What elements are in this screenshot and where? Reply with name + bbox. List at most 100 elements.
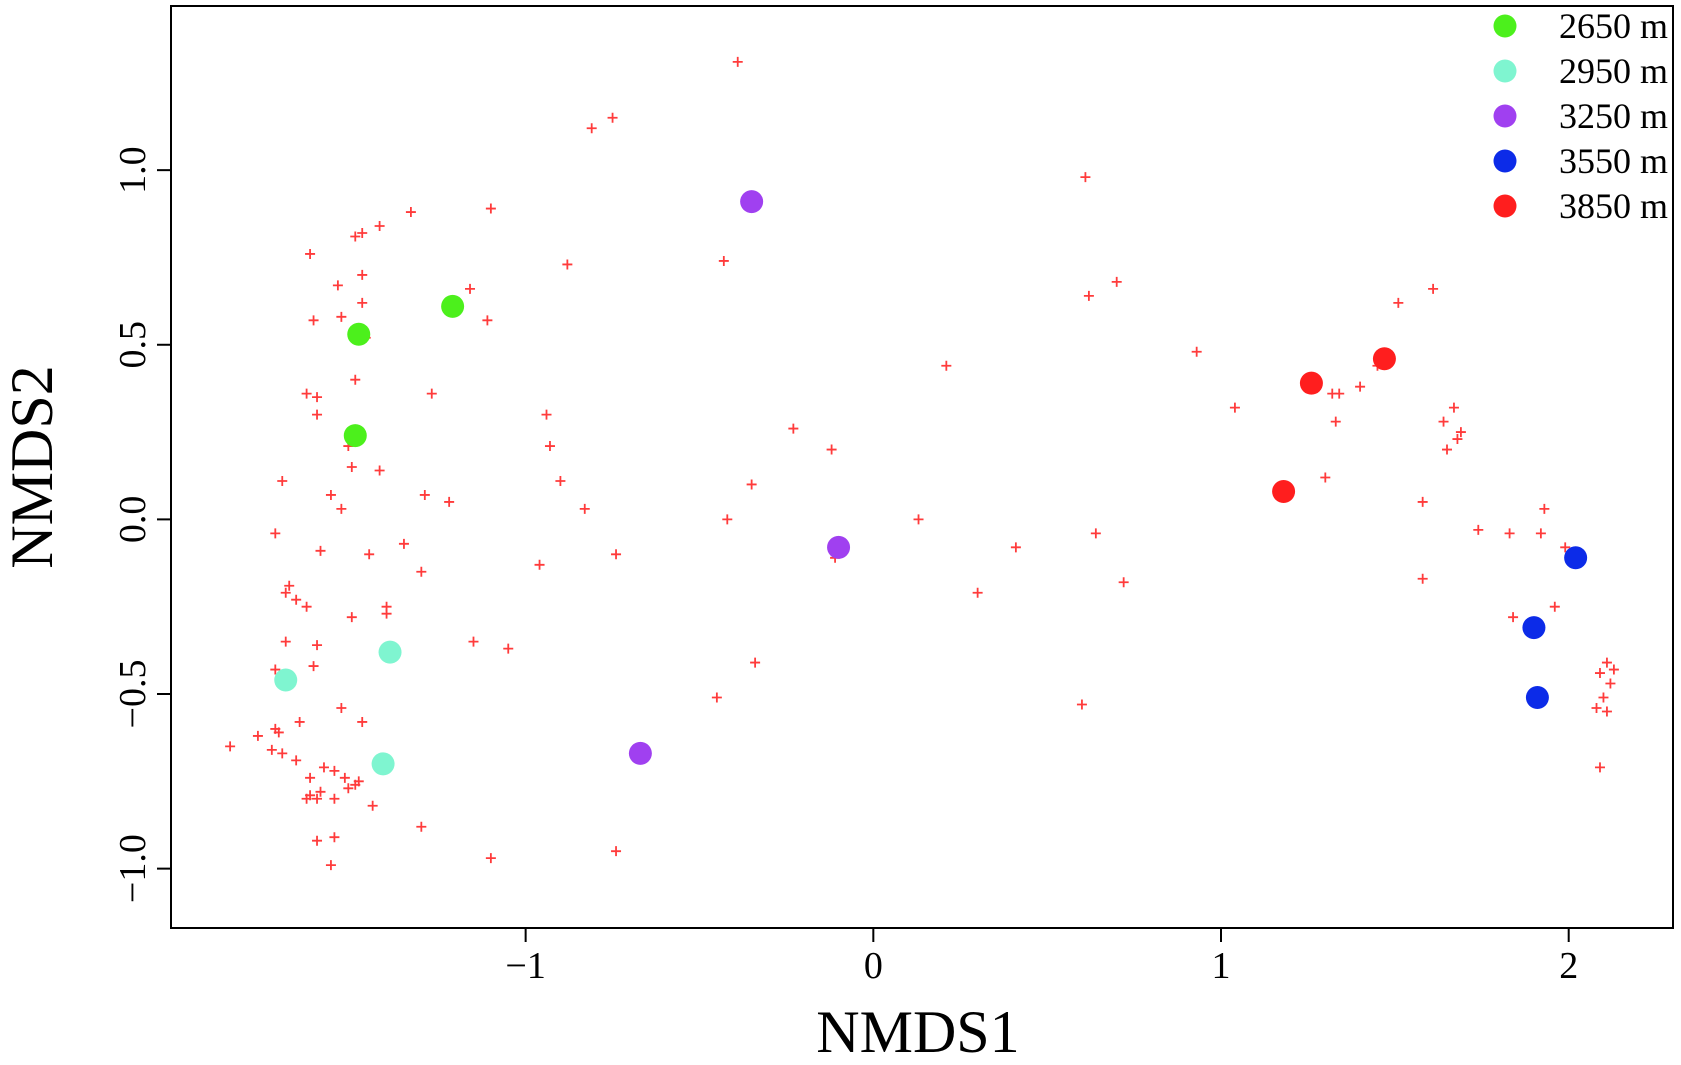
y-tick-label: 1.0 [112, 146, 154, 194]
species-cross-point [1598, 692, 1609, 703]
site-points [274, 190, 1588, 776]
species-cross-point [1191, 346, 1202, 357]
species-cross-point [1608, 664, 1619, 675]
x-axis-title: NMDS1 [816, 999, 1019, 1065]
species-cross-point [312, 640, 323, 651]
site-point [343, 424, 367, 448]
legend-label: 2650 m [1559, 6, 1668, 46]
site-point [441, 294, 465, 318]
species-cross-point [291, 755, 302, 766]
species-cross-point [277, 748, 288, 759]
species-cross-point [353, 776, 364, 787]
species-cross-point [284, 580, 295, 591]
species-cross-point [398, 538, 409, 549]
site-point [371, 752, 395, 776]
species-cross-point [913, 514, 924, 525]
species-cross-point [541, 409, 552, 420]
species-cross-point [1504, 528, 1515, 539]
site-point [274, 668, 298, 692]
species-cross-point [416, 566, 427, 577]
species-cross-point [722, 514, 733, 525]
species-cross-point [611, 846, 622, 857]
species-cross-point [1601, 657, 1612, 668]
species-cross-point [465, 283, 476, 294]
species-points [225, 56, 1619, 871]
species-cross-point [1448, 402, 1459, 413]
species-cross-point [280, 587, 291, 598]
species-cross-point [1010, 542, 1021, 553]
species-cross-point [270, 528, 281, 539]
species-cross-point [346, 612, 357, 623]
species-cross-point [1438, 416, 1449, 427]
species-cross-point [308, 315, 319, 326]
plot-frame [170, 5, 1674, 929]
species-cross-point [1330, 416, 1341, 427]
species-cross-point [544, 441, 555, 452]
species-cross-point [405, 207, 416, 218]
species-cross-point [308, 661, 319, 672]
species-cross-point [1601, 706, 1612, 717]
species-cross-point [1452, 434, 1463, 445]
species-cross-point [315, 786, 326, 797]
species-cross-point [315, 545, 326, 556]
legend-label: 3550 m [1559, 141, 1668, 181]
species-cross-point [1428, 283, 1439, 294]
species-cross-point [718, 255, 729, 266]
species-cross-point [468, 636, 479, 647]
species-cross-point [788, 423, 799, 434]
species-cross-point [374, 221, 385, 232]
species-cross-point [1393, 297, 1404, 308]
species-cross-point [1355, 381, 1366, 392]
species-cross-point [312, 793, 323, 804]
species-cross-point [1334, 388, 1345, 399]
species-cross-point [426, 388, 437, 399]
species-cross-point [611, 549, 622, 560]
species-cross-point [357, 297, 368, 308]
species-cross-point [1473, 524, 1484, 535]
site-point [827, 535, 851, 559]
site-point [347, 322, 371, 346]
species-cross-point [503, 643, 514, 654]
species-cross-point [329, 765, 340, 776]
species-cross-point [1591, 702, 1602, 713]
species-cross-point [1118, 577, 1129, 588]
species-cross-point [364, 549, 375, 560]
legend-marker [1493, 14, 1517, 38]
species-cross-point [1083, 290, 1094, 301]
species-cross-point [444, 496, 455, 507]
species-cross-point [1549, 601, 1560, 612]
x-tick-label: 2 [1559, 945, 1578, 987]
species-cross-point [357, 228, 368, 239]
species-cross-point [381, 608, 392, 619]
species-cross-point [416, 821, 427, 832]
species-cross-point [266, 744, 277, 755]
species-cross-point [336, 311, 347, 322]
x-tick-label: 1 [1212, 945, 1231, 987]
x-axis: −1 0 1 2 [505, 928, 1578, 987]
species-cross-point [350, 374, 361, 385]
species-cross-point [346, 462, 357, 472]
species-cross-point [329, 832, 340, 843]
species-cross-point [1594, 668, 1605, 679]
species-cross-point [1417, 573, 1428, 584]
species-cross-point [1229, 402, 1240, 413]
species-cross-point [343, 783, 354, 794]
y-tick-label: −0.5 [112, 660, 154, 729]
species-cross-point [312, 392, 323, 403]
species-cross-point [312, 409, 323, 420]
species-cross-point [972, 587, 983, 598]
species-cross-point [826, 444, 837, 455]
species-cross-point [252, 730, 263, 741]
species-cross-point [732, 56, 743, 67]
site-point [628, 741, 652, 765]
species-cross-point [555, 475, 566, 486]
species-cross-point [305, 772, 316, 783]
legend-marker [1493, 59, 1517, 83]
species-cross-point [336, 702, 347, 713]
species-cross-point [482, 315, 493, 326]
species-cross-point [579, 503, 590, 514]
site-point [740, 190, 764, 214]
species-cross-point [1455, 427, 1466, 438]
species-cross-point [318, 762, 329, 773]
